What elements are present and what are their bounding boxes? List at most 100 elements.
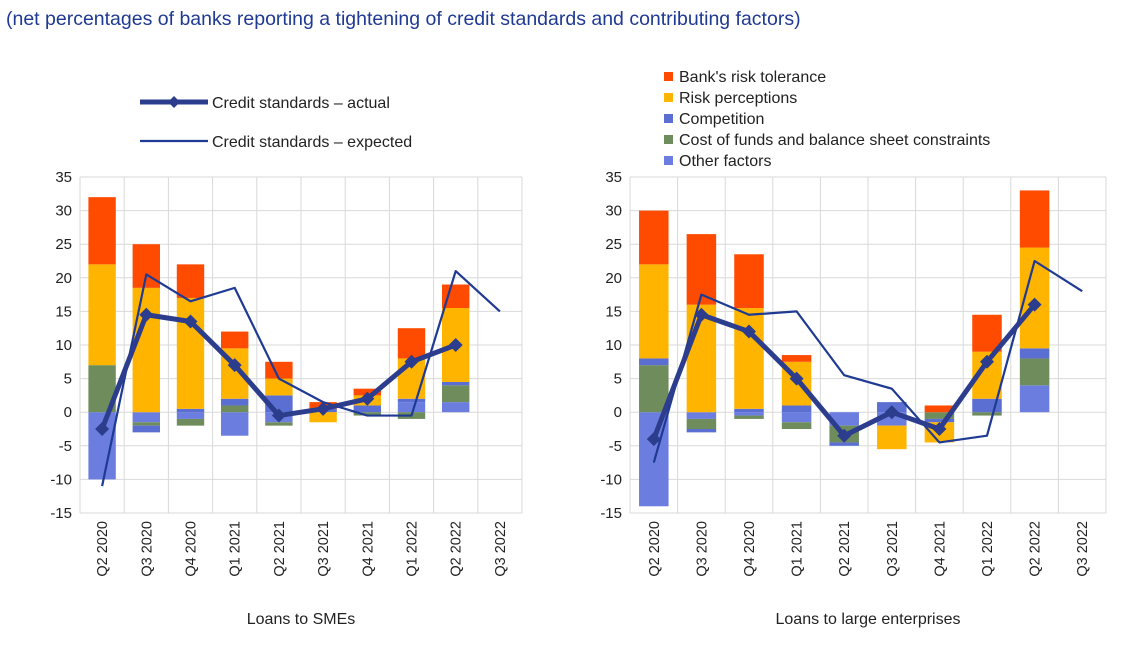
x-tick-label: Q4 2020 [742, 521, 758, 577]
bar-segment [132, 425, 161, 433]
actual-point [404, 354, 419, 369]
legend-swatch [664, 114, 673, 123]
y-tick-label: -10 [50, 471, 72, 488]
y-tick-label: 25 [55, 236, 72, 253]
actual-point [271, 408, 286, 423]
x-tick-label: Q4 2020 [184, 521, 200, 577]
y-tick-label: 30 [605, 203, 622, 220]
bar-segment [639, 358, 669, 366]
bar-segment [176, 264, 205, 298]
y-tick-label: 10 [605, 337, 622, 354]
x-tick-label: Q2 2020 [647, 521, 663, 577]
bar-segment [924, 405, 955, 413]
bar-segment [220, 412, 249, 436]
bar-segment [686, 418, 717, 429]
legend-factors: Bank's risk tolerance Risk perceptions Com… [664, 69, 990, 170]
bar-segment [972, 412, 1002, 416]
bar-segment [176, 412, 205, 419]
bar-segment [781, 355, 812, 362]
bar-segment [88, 197, 116, 265]
legend-label: Credit standards – expected [212, 134, 412, 151]
x-axis-label: Loans to large enterprises [776, 611, 961, 628]
y-tick-label: 10 [55, 337, 72, 354]
x-tick-label: Q1 2021 [228, 521, 244, 577]
actual-point [742, 324, 756, 339]
bar-segment [734, 254, 764, 309]
bar-segment [686, 429, 717, 433]
actual-point [448, 338, 463, 352]
x-tick-label: Q3 2020 [694, 521, 710, 577]
y-tick-label: 20 [605, 270, 622, 287]
x-tick-label: Q3 2021 [885, 521, 901, 577]
bar-segment [220, 405, 249, 413]
y-tick-label: 5 [614, 371, 622, 388]
bar-segment [734, 408, 764, 413]
actual-point [980, 354, 994, 369]
x-tick-label: Q2 2022 [1028, 521, 1044, 577]
actual-point [139, 307, 154, 322]
legend-swatch [664, 135, 673, 144]
bar-segment [924, 412, 955, 419]
expected-line [652, 259, 1083, 463]
legend-swatch [664, 156, 673, 165]
bar-segment [441, 385, 470, 403]
actual-point [884, 405, 899, 420]
bar-segment [639, 264, 669, 359]
x-tick-label: Q3 2022 [1075, 521, 1091, 577]
bar-segment [397, 328, 426, 359]
bar-segment [1019, 385, 1050, 413]
legend-label: Bank's risk tolerance [679, 69, 826, 86]
bar-segment [924, 418, 955, 423]
bar-segment [88, 264, 116, 366]
actual-point [646, 432, 661, 447]
y-tick-label: 30 [55, 203, 72, 220]
actual-point [227, 358, 242, 373]
actual-point [789, 371, 804, 386]
bar-segment [309, 412, 337, 423]
y-tick-label: 0 [64, 404, 72, 421]
bar-segment [829, 412, 859, 426]
y-tick-label: 15 [605, 303, 622, 320]
bar-segment [353, 405, 382, 413]
y-tick-label: -5 [59, 438, 72, 455]
y-tick-label: 35 [605, 169, 622, 186]
y-tick-label: 25 [605, 236, 622, 253]
x-tick-label: Q1 2021 [790, 521, 806, 577]
x-axis-label: Loans to SMEs [247, 611, 356, 628]
bar-segment [829, 442, 859, 446]
bar-segment [781, 405, 812, 413]
bar-segment [1019, 190, 1050, 248]
y-tick-label: -15 [600, 505, 622, 522]
bar-segment [220, 398, 249, 406]
actual-point [694, 307, 709, 322]
actual-point [1027, 297, 1042, 312]
bar-segment [265, 361, 293, 379]
bar-segment [176, 408, 205, 413]
chart-loans-to-smes: -15 -10 -5 0 5 10 15 20 25 30 35 Q2 2020 Q3 2020 Q4 2… [50, 169, 523, 628]
bar-segment [686, 412, 717, 419]
legend-label: Competition [679, 111, 764, 128]
bar-segment [734, 308, 764, 409]
actual-point [837, 428, 852, 443]
y-tick-label: 5 [64, 371, 72, 388]
x-tick-label: Q2 2022 [449, 521, 465, 577]
bar-segment [972, 314, 1002, 352]
y-tick-label: -10 [600, 471, 622, 488]
legend-marker-actual [168, 96, 180, 108]
x-tick-label: Q2 2021 [837, 521, 853, 577]
actual-point [932, 422, 947, 436]
legend-label: Risk perceptions [679, 90, 797, 107]
x-tick-label: Q3 2022 [493, 521, 509, 577]
legend-label: Cost of funds and balance sheet constrai… [679, 132, 990, 149]
bar-segment [132, 412, 161, 423]
bar-segment [132, 422, 161, 426]
actual-point [360, 391, 375, 406]
bar-segment [686, 234, 717, 305]
bar-segment [877, 425, 907, 450]
bar-segment [781, 422, 812, 429]
bar-segment [397, 402, 426, 413]
bar-segment [265, 378, 293, 396]
legend-label: Other factors [679, 153, 771, 170]
y-tick-label: 35 [55, 169, 72, 186]
